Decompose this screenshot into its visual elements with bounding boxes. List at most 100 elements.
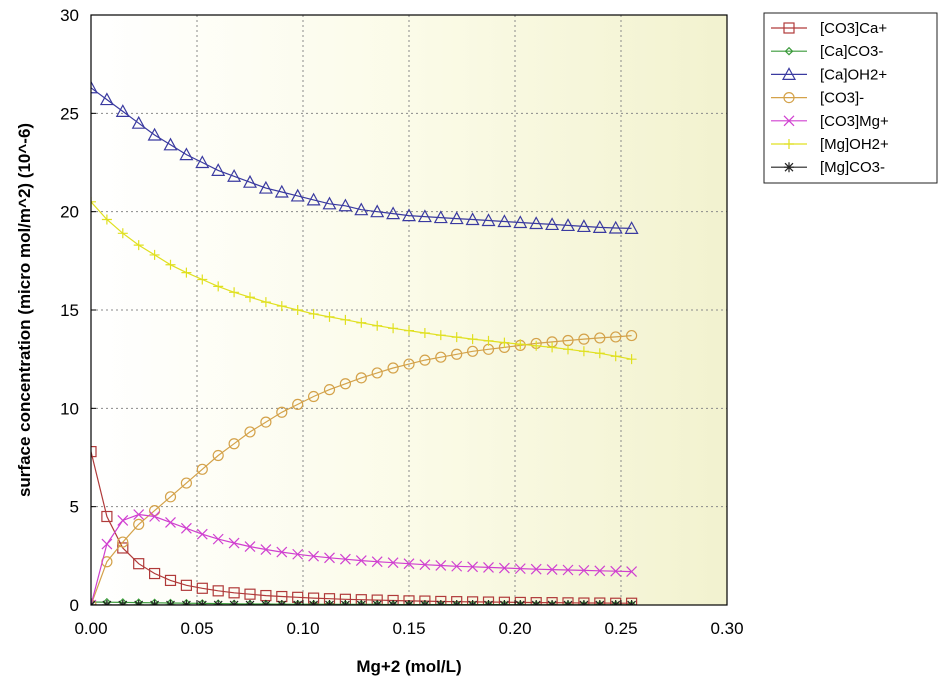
y-tick-label: 15 [60, 301, 79, 320]
data-point [212, 533, 224, 545]
data-point [404, 325, 414, 336]
data-point [179, 147, 194, 161]
data-point [435, 351, 447, 363]
data-point [497, 214, 512, 228]
data-point [212, 585, 224, 597]
data-point [433, 210, 448, 224]
data-point [624, 221, 639, 234]
data-point [546, 564, 558, 576]
y-tick-label: 0 [70, 596, 79, 615]
data-point [451, 348, 463, 360]
data-point [417, 209, 432, 223]
data-point [467, 345, 479, 357]
data-point [578, 597, 590, 605]
data-point [308, 390, 320, 403]
data-point [355, 372, 367, 384]
data-point [211, 163, 226, 176]
data-point [562, 564, 574, 576]
data-point [594, 597, 606, 605]
data-point [101, 214, 112, 225]
ticks: 0.00 0.05 0.10 0.15 0.20 0.25 0.30 0 5 10 15 20 25 30 [60, 6, 743, 638]
data-point [197, 274, 208, 285]
legend-marker [784, 139, 794, 149]
data-point [181, 267, 192, 278]
data-point [419, 559, 431, 571]
data-point [545, 217, 560, 231]
data-point [101, 538, 113, 550]
data-point [530, 597, 542, 605]
series-layer [91, 80, 639, 605]
data-point [258, 180, 273, 194]
data-point [576, 219, 591, 233]
y-tick-label: 25 [60, 104, 79, 123]
data-point [134, 598, 144, 605]
data-point [260, 416, 272, 428]
data-point [515, 339, 526, 350]
data-point [276, 301, 287, 312]
data-point [180, 477, 192, 489]
data-point [133, 518, 145, 530]
data-point [387, 594, 399, 605]
data-point [150, 598, 159, 605]
data-point [578, 346, 589, 357]
data-point [212, 449, 224, 462]
data-point [514, 563, 526, 575]
data-point [180, 579, 192, 591]
data-point [227, 169, 242, 182]
data-point [322, 196, 337, 210]
data-point [147, 127, 162, 141]
legend-item: [Ca]CO3- [771, 43, 883, 60]
data-point [244, 588, 256, 600]
data-point [371, 367, 383, 379]
data-point [627, 600, 636, 605]
data-point [371, 556, 383, 568]
data-point [196, 582, 208, 594]
data-point [339, 553, 351, 565]
data-point [118, 598, 128, 605]
data-point [610, 565, 622, 577]
data-point [292, 548, 304, 560]
data-point [563, 344, 573, 355]
data-point [547, 600, 557, 605]
x-axis-label: Mg+2 (mol/L) [356, 657, 461, 676]
data-point [465, 212, 480, 226]
data-point [498, 562, 510, 574]
data-point [133, 509, 145, 520]
data-point [387, 557, 399, 569]
legend-marker [783, 115, 795, 127]
data-point [562, 597, 574, 605]
data-point [401, 208, 417, 222]
data-point [228, 537, 240, 549]
data-point [133, 558, 145, 570]
data-point [164, 574, 177, 587]
x-tick-label: 0.20 [498, 619, 531, 638]
data-point [451, 560, 463, 572]
x-tick-label: 0.10 [286, 619, 319, 638]
y-tick-label: 30 [60, 6, 79, 25]
legend: [CO3]Ca+ [Ca]CO3- [Ca]OH2+ [CO3]- [CO3]Mg+ [M… [763, 12, 938, 184]
x-tick-label: 0.25 [604, 619, 637, 638]
data-point [467, 561, 479, 573]
data-point [467, 596, 479, 605]
data-point [149, 505, 161, 517]
data-point [451, 596, 463, 605]
legend-item: [Mg]OH2+ [771, 136, 889, 153]
series-ca-oh2 [91, 80, 639, 234]
data-point [547, 342, 558, 353]
data-point [163, 137, 178, 151]
data-point [260, 544, 272, 555]
data-point [308, 550, 320, 562]
data-point [578, 333, 590, 345]
data-point [386, 206, 401, 220]
data-point [578, 564, 590, 576]
series-co3-mg [91, 509, 638, 605]
data-point [626, 354, 637, 365]
data-point [101, 510, 113, 523]
legend-item: [Mg]CO3- [771, 159, 885, 176]
data-point [595, 600, 605, 605]
legend-item: [CO3]Ca+ [771, 20, 887, 37]
data-point [196, 463, 208, 475]
data-point [339, 378, 351, 390]
x-tick-label: 0.05 [180, 619, 213, 638]
data-point [276, 406, 288, 418]
